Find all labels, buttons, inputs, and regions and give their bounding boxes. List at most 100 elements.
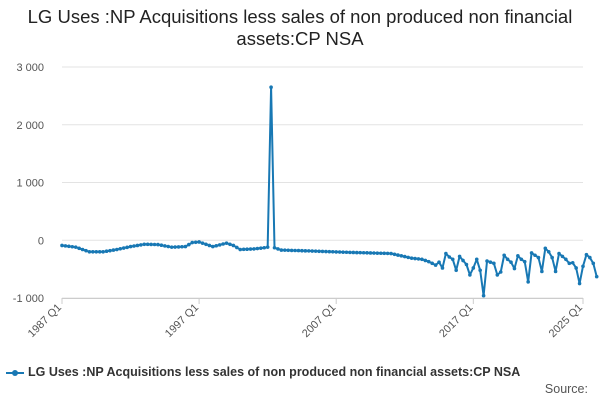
chart-title: LG Uses :NP Acquisitions less sales of n… bbox=[27, 6, 573, 49]
data-point bbox=[115, 247, 119, 252]
data-point bbox=[392, 252, 397, 257]
data-point bbox=[540, 269, 544, 274]
data-point bbox=[245, 247, 249, 251]
data-point bbox=[224, 241, 229, 245]
data-point bbox=[375, 251, 380, 255]
data-point bbox=[204, 242, 208, 247]
data-point bbox=[396, 253, 400, 257]
data-point bbox=[252, 247, 256, 251]
data-point bbox=[111, 248, 116, 252]
data-point bbox=[372, 251, 376, 255]
x-tick-label: 2025 Q1 bbox=[547, 302, 585, 340]
data-series bbox=[60, 85, 599, 298]
data-point bbox=[197, 240, 201, 244]
data-point bbox=[505, 257, 510, 262]
data-point bbox=[560, 254, 565, 259]
data-point bbox=[135, 243, 140, 248]
data-point bbox=[594, 274, 599, 279]
data-point bbox=[238, 247, 243, 252]
y-tick-label: 1 000 bbox=[16, 178, 44, 190]
data-point bbox=[450, 257, 455, 262]
data-point bbox=[269, 85, 273, 90]
y-axis-tick-labels: -1 000 0 1 000 2 000 3 000 bbox=[13, 62, 44, 305]
data-point bbox=[389, 251, 393, 256]
data-point bbox=[557, 251, 561, 256]
data-point bbox=[145, 242, 150, 247]
data-point bbox=[512, 266, 517, 271]
x-axis bbox=[61, 298, 584, 304]
data-point bbox=[104, 249, 109, 254]
data-point bbox=[454, 268, 458, 273]
data-point bbox=[471, 266, 476, 270]
data-point bbox=[180, 244, 184, 249]
data-point bbox=[121, 246, 126, 250]
data-point bbox=[361, 250, 366, 255]
data-point bbox=[334, 250, 339, 254]
data-point bbox=[574, 266, 578, 270]
data-point bbox=[125, 245, 129, 250]
data-point bbox=[330, 249, 335, 254]
data-point bbox=[84, 248, 88, 253]
data-point bbox=[348, 250, 352, 255]
data-point bbox=[368, 251, 373, 255]
data-point bbox=[293, 248, 297, 253]
data-point bbox=[481, 293, 486, 298]
data-point bbox=[382, 251, 387, 256]
data-point bbox=[385, 251, 390, 256]
x-tick-label: 2017 Q1 bbox=[437, 302, 475, 340]
data-point bbox=[468, 273, 472, 277]
y-tick-label: 3 000 bbox=[16, 62, 44, 74]
data-point bbox=[289, 248, 294, 253]
data-point bbox=[73, 245, 78, 249]
data-point bbox=[447, 255, 452, 259]
series-line bbox=[61, 86, 598, 297]
data-point bbox=[306, 249, 311, 253]
data-point bbox=[498, 270, 503, 274]
data-point bbox=[159, 243, 164, 248]
data-point bbox=[550, 255, 554, 260]
data-point bbox=[577, 281, 582, 286]
data-point bbox=[543, 246, 548, 251]
data-point bbox=[433, 263, 438, 267]
data-point bbox=[365, 251, 369, 255]
data-point bbox=[351, 250, 356, 255]
data-point bbox=[584, 252, 589, 257]
data-point bbox=[272, 245, 277, 250]
data-point bbox=[101, 250, 105, 254]
data-point bbox=[324, 249, 328, 254]
data-point bbox=[320, 249, 325, 254]
source-label: Source: bbox=[544, 382, 588, 396]
data-point bbox=[207, 243, 212, 248]
x-tick-label: 1997 Q1 bbox=[163, 302, 201, 340]
data-point bbox=[529, 251, 534, 255]
data-point bbox=[516, 254, 520, 258]
data-point bbox=[228, 242, 232, 247]
data-point bbox=[235, 245, 239, 250]
y-tick-label: 2 000 bbox=[16, 120, 44, 132]
data-point bbox=[259, 246, 263, 250]
data-point bbox=[118, 246, 123, 251]
data-point bbox=[423, 258, 428, 263]
data-point bbox=[108, 248, 112, 253]
data-point bbox=[440, 266, 445, 270]
data-point bbox=[485, 259, 489, 263]
data-point bbox=[461, 258, 465, 263]
data-point bbox=[265, 245, 270, 249]
data-point bbox=[588, 255, 592, 260]
data-point bbox=[286, 248, 291, 253]
data-point bbox=[200, 241, 205, 245]
data-point bbox=[187, 242, 191, 247]
y-tick-label: 0 bbox=[38, 235, 44, 247]
data-point bbox=[420, 257, 424, 262]
data-point bbox=[536, 255, 541, 260]
data-point bbox=[341, 250, 345, 254]
data-point bbox=[416, 257, 421, 261]
data-point bbox=[492, 261, 496, 266]
data-point bbox=[337, 250, 342, 254]
data-point bbox=[60, 243, 64, 248]
data-point bbox=[87, 250, 92, 254]
data-point bbox=[80, 247, 85, 252]
data-point bbox=[564, 257, 568, 262]
data-point bbox=[279, 248, 284, 252]
